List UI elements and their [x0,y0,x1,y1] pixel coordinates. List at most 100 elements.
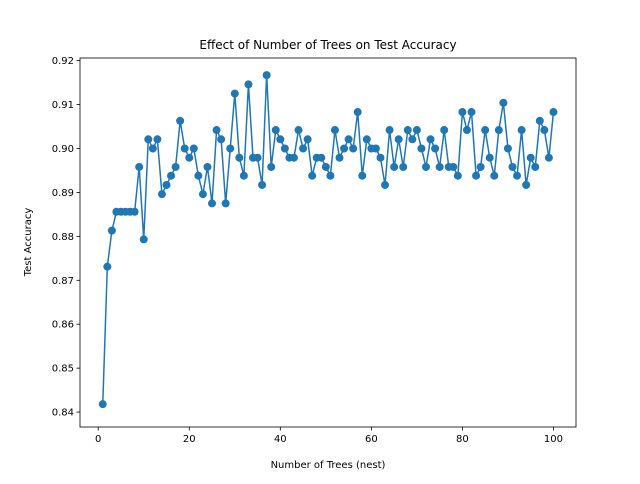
data-point [490,171,499,180]
axis-ticks: 0 20 40 60 80 100 0.84 0.85 0.86 0.87 0.88 0.89 0.90… [52,56,563,445]
data-point [203,162,212,171]
x-tick-label: 20 [183,434,196,445]
data-point [299,144,308,153]
data-point [212,126,221,135]
data-point [217,135,226,144]
data-point [267,162,276,171]
data-point [289,153,298,162]
data-point [280,144,289,153]
data-point [431,144,440,153]
data-point [349,144,358,153]
chart-title: Effect of Number of Trees on Test Accura… [199,38,456,52]
data-point [153,135,162,144]
data-point [230,89,239,98]
y-tick-label: 0.88 [52,232,74,243]
data-point [403,126,412,135]
data-point [271,126,280,135]
data-point [253,153,262,162]
y-tick-label: 0.90 [52,144,74,155]
data-point [358,171,367,180]
data-point [362,135,371,144]
data-point [194,171,203,180]
data-point [467,108,476,117]
data-point [462,126,471,135]
data-point [208,199,217,208]
y-tick-label: 0.86 [52,320,74,331]
y-tick-label: 0.91 [52,100,74,111]
data-point [526,153,535,162]
data-point [189,144,198,153]
data-point [426,135,435,144]
y-tick-label: 0.87 [52,276,74,287]
data-point [440,126,449,135]
y-axis-label: Test Accuracy [23,208,34,278]
data-point [544,153,553,162]
data-point [535,116,544,125]
data-point [476,162,485,171]
data-point [167,171,176,180]
data-point [412,126,421,135]
data-point [162,180,171,189]
data-point [458,108,467,117]
data-point [317,153,326,162]
data-point [139,235,148,244]
x-tick-label: 40 [274,434,287,445]
data-point [435,162,444,171]
x-tick-label: 80 [456,434,469,445]
x-axis-label: Number of Trees (nest) [271,460,386,471]
data-point [513,171,522,180]
data-point [408,135,417,144]
data-point [226,144,235,153]
data-point [390,162,399,171]
data-point [107,226,116,235]
x-tick-label: 100 [544,434,563,445]
data-point [198,190,207,199]
data-point [371,144,380,153]
data-point [421,162,430,171]
data-point [262,71,271,80]
data-point [453,171,462,180]
data-point [330,126,339,135]
data-point [180,144,189,153]
data-point [303,135,312,144]
data-point [148,144,157,153]
x-tick-label: 0 [95,434,101,445]
data-point [385,126,394,135]
data-point [531,162,540,171]
data-series [98,71,558,409]
data-point [399,162,408,171]
data-point [157,190,166,199]
y-tick-label: 0.92 [52,56,74,67]
data-point [185,153,194,162]
series-line [102,74,555,405]
data-point [98,400,107,409]
data-point [258,180,267,189]
axes-frame [79,57,577,428]
data-point [239,171,248,180]
data-point [353,108,362,117]
data-point [499,98,508,107]
data-point [326,171,335,180]
data-point [540,126,549,135]
data-point [144,135,153,144]
data-point [103,262,112,271]
data-point [344,135,353,144]
data-point [176,116,185,125]
data-point [321,162,330,171]
data-point [481,126,490,135]
data-point [130,207,139,216]
data-point [244,80,253,89]
data-point [417,144,426,153]
data-point [549,108,558,117]
data-point [508,162,517,171]
data-point [335,153,344,162]
data-point [485,153,494,162]
data-point [522,180,531,189]
data-point [394,135,403,144]
data-point [135,162,144,171]
data-point [276,135,285,144]
data-point [449,162,458,171]
data-point [294,126,303,135]
